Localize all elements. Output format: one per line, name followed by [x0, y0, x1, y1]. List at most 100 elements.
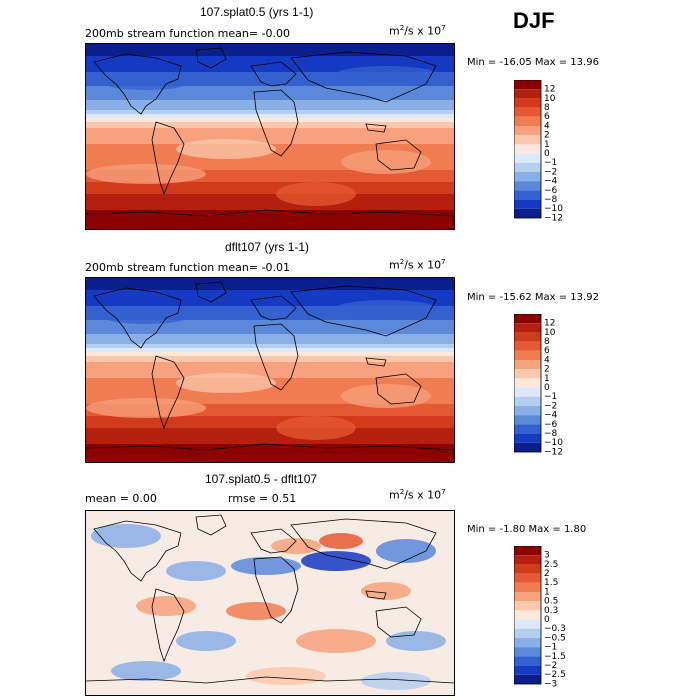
panel2-title: dflt107 (yrs 1-1) — [225, 240, 310, 254]
panel2-band — [86, 440, 454, 443]
panel2-band — [86, 302, 454, 305]
panel2-band — [86, 446, 454, 449]
panel2-band — [86, 436, 454, 439]
panel1-units: m2/s x 107 — [389, 24, 446, 38]
panel3-colorbar-swatch — [514, 564, 541, 574]
panel2-band — [86, 284, 454, 287]
panel1-minmax: Min = -16.05 Max = 13.96 — [467, 57, 599, 68]
panel1-anomaly-blob — [86, 164, 206, 184]
panel1-band — [86, 110, 454, 113]
panel1-band — [86, 114, 454, 117]
panel3-colorbar-swatch — [514, 601, 541, 611]
panel1-band — [86, 136, 454, 139]
panel2-band — [86, 338, 454, 341]
panel2-band — [86, 334, 454, 337]
panel3-colorbar-swatch — [514, 592, 541, 602]
panel1-colorbar-swatch — [514, 181, 541, 191]
panel3-anomaly-blob — [361, 672, 431, 690]
panel2-band — [86, 340, 454, 343]
panel1-colorbar-tick-label: 10 — [544, 94, 556, 104]
panel1-coastline — [365, 123, 387, 133]
panel1-coastline — [375, 139, 422, 171]
panel1-band — [86, 190, 454, 193]
panel1-band — [86, 202, 454, 205]
panel1-band — [86, 140, 454, 143]
panel2-band — [86, 428, 454, 431]
panel3-anomaly-blob — [301, 551, 371, 571]
panel3-units: m2/s x 107 — [389, 488, 446, 502]
panel3-colorbar-tick-label: 2 — [544, 569, 550, 579]
panel1-anomaly-blob — [341, 150, 431, 174]
panel1-band — [86, 196, 454, 199]
panel2-band — [86, 400, 454, 403]
panel2-band — [86, 328, 454, 331]
panel2-band — [86, 300, 454, 303]
panel1-band — [86, 138, 454, 141]
panel3-anomaly-blob — [226, 602, 286, 620]
panel1-colorbar-tick-label: −4 — [544, 177, 558, 187]
panel2-coastline — [250, 295, 297, 321]
panel2-band — [86, 316, 454, 319]
panel3-anomaly-blob — [231, 557, 301, 575]
panel1-band — [86, 100, 454, 103]
panel2-band — [86, 420, 454, 423]
panel1-colorbar-tick-label: 0 — [544, 149, 550, 159]
panel2-colorbar-swatch — [514, 396, 541, 406]
panel2-band — [86, 310, 454, 313]
panel1-colorbar-swatch — [514, 98, 541, 108]
panel2-colorbar-swatch — [514, 387, 541, 397]
panel1-band — [86, 130, 454, 133]
panel2-band — [86, 354, 454, 357]
panel3-map-svg — [86, 511, 454, 695]
panel3-anomaly-blob — [376, 539, 436, 563]
panel1-colorbar-tick-label: 8 — [544, 103, 550, 113]
panel2-anomaly-blob — [176, 373, 276, 393]
panel2-colorbar-swatch — [514, 369, 541, 379]
panel2-minmax: Min = -15.62 Max = 13.92 — [467, 292, 599, 303]
panel1-band — [86, 80, 454, 83]
panel2-band — [86, 460, 454, 462]
panel2-band — [86, 322, 454, 325]
panel2-band — [86, 332, 454, 335]
panel2-band — [86, 432, 454, 435]
panel1-band — [86, 186, 454, 189]
panel2-coastline — [151, 355, 185, 430]
panel3-rmse: rmse = 0.51 — [228, 492, 297, 505]
panel3-anomaly-blob — [361, 582, 411, 600]
panel1-band — [86, 154, 454, 157]
panel1-band — [86, 176, 454, 179]
panel1-band — [86, 68, 454, 71]
panel2-band — [86, 362, 454, 365]
panel3-colorbar-tick-label: 1.5 — [544, 578, 558, 588]
panel3-mean: mean = 0.00 — [85, 492, 157, 505]
panel1-band — [86, 90, 454, 93]
panel1-band — [86, 120, 454, 123]
panel2-band — [86, 442, 454, 445]
panel1-title: 107.splat0.5 (yrs 1-1) — [200, 5, 314, 19]
panel3-coastline — [375, 606, 422, 638]
panel2-band — [86, 290, 454, 293]
panel3-colorbar-swatch — [514, 619, 541, 629]
panel2-band — [86, 306, 454, 309]
panel1-band — [86, 88, 454, 91]
panel1-band — [86, 96, 454, 99]
panel3-colorbar-frame — [514, 546, 542, 685]
panel2-band — [86, 326, 454, 329]
panel2-colorbar-tick-label: 4 — [544, 355, 550, 365]
panel3-colorbar-tick-label: 3 — [544, 551, 550, 561]
panel1-anomaly-blob — [106, 78, 186, 90]
panel2-band — [86, 346, 454, 349]
panel1-band — [86, 222, 454, 225]
panel1-band — [86, 216, 454, 219]
panel1-colorbar-swatch — [514, 208, 541, 218]
panel2-band — [86, 312, 454, 315]
panel1-band — [86, 192, 454, 195]
panel2-band — [86, 376, 454, 379]
panel2-band — [86, 404, 454, 407]
panel2-colorbar-swatch — [514, 378, 541, 388]
panel1-band — [86, 188, 454, 191]
panel3-anomaly-blob — [271, 538, 321, 554]
panel2-band — [86, 416, 454, 419]
panel3-anomaly-blob — [91, 524, 161, 548]
panel1-band — [86, 112, 454, 115]
